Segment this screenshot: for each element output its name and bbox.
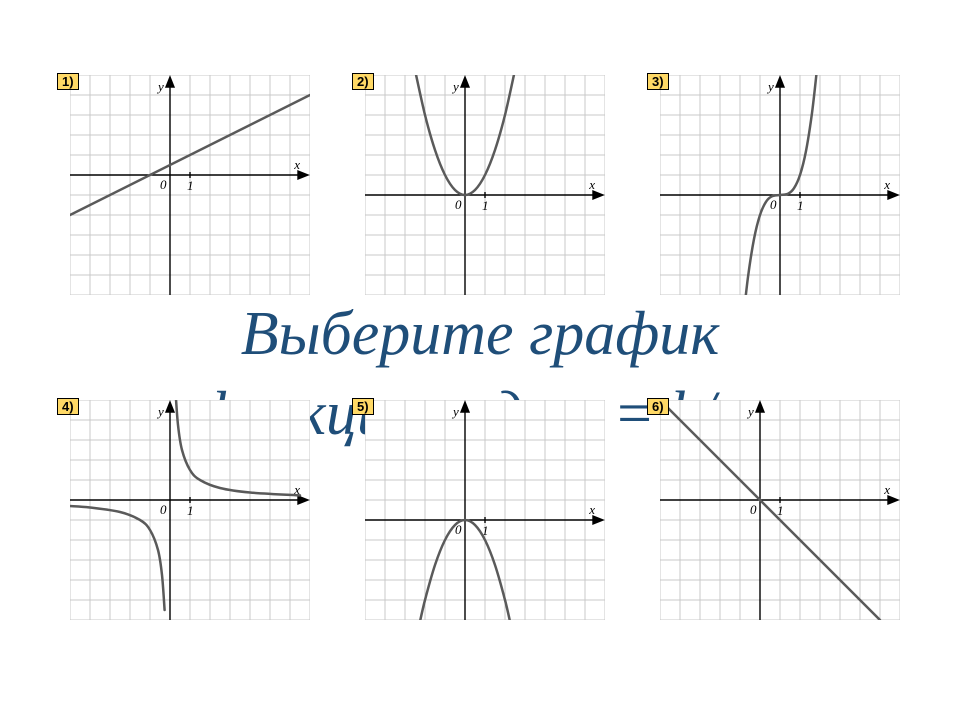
chart-badge-2: 2) bbox=[352, 73, 374, 90]
title-line1: Выберите график bbox=[0, 300, 960, 368]
chart-badge-5: 5) bbox=[352, 398, 374, 415]
svg-text:0: 0 bbox=[455, 197, 462, 212]
svg-text:x: x bbox=[293, 157, 300, 172]
svg-text:x: x bbox=[883, 177, 890, 192]
chart-4: 4)xy01 bbox=[70, 400, 310, 620]
svg-text:1: 1 bbox=[482, 198, 489, 213]
chart-badge-4: 4) bbox=[57, 398, 79, 415]
svg-text:y: y bbox=[451, 404, 459, 419]
svg-text:x: x bbox=[588, 177, 595, 192]
chart-6: 6)xy01 bbox=[660, 400, 900, 620]
svg-text:x: x bbox=[588, 502, 595, 517]
chart-badge-1: 1) bbox=[57, 73, 79, 90]
svg-text:1: 1 bbox=[777, 503, 784, 518]
svg-text:0: 0 bbox=[160, 177, 167, 192]
chart-5: 5)xy01 bbox=[365, 400, 605, 620]
svg-text:y: y bbox=[766, 79, 774, 94]
svg-text:1: 1 bbox=[187, 178, 194, 193]
svg-text:0: 0 bbox=[750, 502, 757, 517]
chart-badge-6: 6) bbox=[647, 398, 669, 415]
chart-badge-3: 3) bbox=[647, 73, 669, 90]
svg-text:1: 1 bbox=[187, 503, 194, 518]
svg-text:0: 0 bbox=[770, 197, 777, 212]
chart-svg-3: x y 0 1 bbox=[660, 75, 900, 295]
svg-text:y: y bbox=[156, 404, 164, 419]
chart-svg-6: x y 0 1 bbox=[660, 400, 900, 620]
svg-text:0: 0 bbox=[160, 502, 167, 517]
chart-svg-1: x y 0 1 bbox=[70, 75, 310, 295]
chart-svg-2: x y 0 1 bbox=[365, 75, 605, 295]
chart-3: 3)xy01 bbox=[660, 75, 900, 295]
chart-svg-5: xy01 bbox=[365, 400, 605, 620]
svg-text:y: y bbox=[746, 404, 754, 419]
svg-text:y: y bbox=[156, 79, 164, 94]
svg-text:y: y bbox=[451, 79, 459, 94]
chart-2: 2)xy01 bbox=[365, 75, 605, 295]
svg-text:1: 1 bbox=[797, 198, 804, 213]
chart-svg-4: xy01 bbox=[70, 400, 310, 620]
chart-1: 1)xy01 bbox=[70, 75, 310, 295]
svg-text:x: x bbox=[883, 482, 890, 497]
